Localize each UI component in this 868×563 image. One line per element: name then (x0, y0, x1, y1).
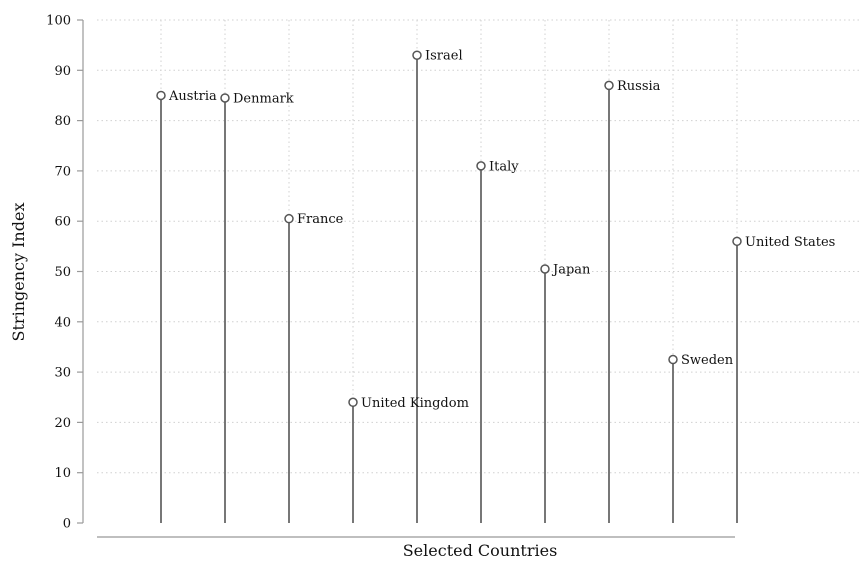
y-tick-label: 10 (54, 466, 71, 481)
x-axis-title: Selected Countries (403, 541, 558, 560)
y-tick-label: 90 (54, 64, 71, 79)
marker-france (284, 213, 294, 224)
point-label: United Kingdom (361, 396, 469, 411)
marker-united-states (732, 236, 742, 247)
point-label: Denmark (233, 91, 294, 106)
point-label: United States (745, 235, 835, 250)
marker-russia (604, 80, 614, 91)
point-label: Russia (617, 79, 661, 94)
marker-italy (476, 161, 486, 171)
y-tick-label: 0 (63, 517, 71, 532)
marker-japan (540, 264, 550, 274)
y-tick-label: 100 (46, 14, 71, 29)
marker-austria (156, 90, 166, 101)
y-tick-label: 20 (54, 416, 71, 431)
y-axis-title: Stringency Index (9, 203, 28, 342)
y-tick-label: 30 (54, 366, 71, 381)
marker-sweden (668, 354, 678, 365)
marker-israel (412, 50, 422, 60)
y-tick-label: 60 (54, 215, 71, 230)
y-tick-label: 40 (54, 315, 71, 330)
y-tick-label: 70 (54, 164, 71, 179)
marker-denmark (220, 93, 230, 103)
point-label: Austria (168, 89, 217, 104)
y-tick-label: 80 (54, 114, 71, 129)
point-label: Japan (551, 262, 591, 277)
point-label: Sweden (681, 353, 734, 368)
point-label: France (297, 212, 344, 227)
point-label: Israel (425, 49, 463, 64)
y-tick-label: 50 (54, 265, 71, 280)
point-label: Italy (489, 159, 519, 174)
stems (156, 50, 742, 523)
y-ticks: 0 10 20 30 40 50 60 70 80 90 100 (46, 14, 83, 532)
marker-united-kingdom (348, 397, 358, 408)
point-labels: Austria Denmark France United Kingdom Israel… (168, 49, 835, 411)
